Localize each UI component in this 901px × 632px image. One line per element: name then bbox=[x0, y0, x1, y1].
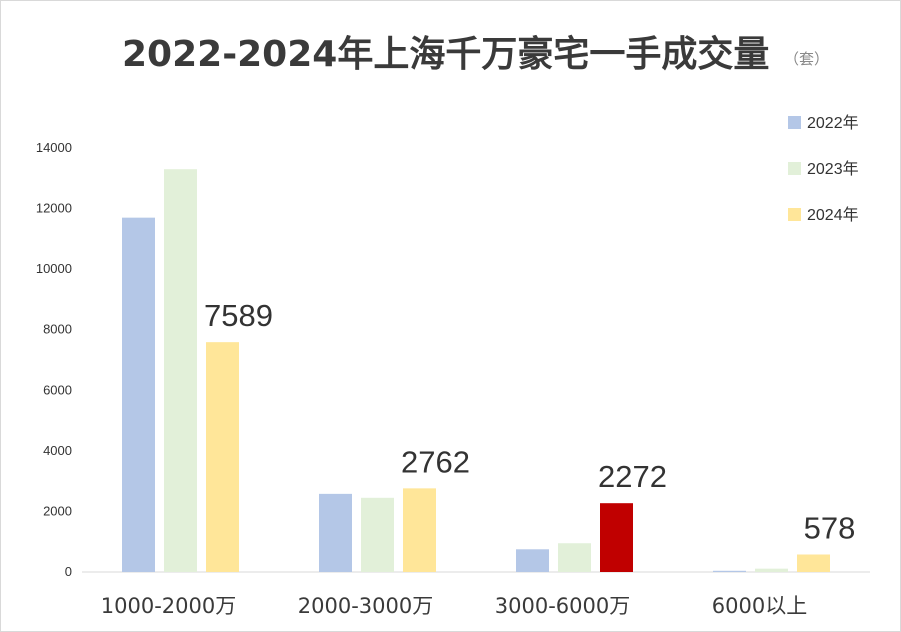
x-tick-label: 3000-6000万 bbox=[495, 594, 630, 618]
bar-2-3 bbox=[558, 543, 591, 572]
chart-title: 2022-2024年上海千万豪宅一手成交量 bbox=[122, 33, 769, 75]
y-tick-label: 10000 bbox=[36, 261, 72, 276]
legend-label: 2023年 bbox=[807, 160, 859, 178]
y-axis: 0 2000 4000 6000 8000 10000 12000 14000 bbox=[36, 140, 72, 579]
x-tick-label: 6000以上 bbox=[712, 594, 807, 618]
legend-swatch bbox=[788, 116, 801, 129]
data-label: 7589 bbox=[204, 298, 273, 333]
y-tick-label: 14000 bbox=[36, 140, 72, 155]
bar-1-1 bbox=[122, 217, 155, 572]
x-tick-label: 2000-3000万 bbox=[298, 594, 433, 618]
data-label: 2762 bbox=[401, 444, 470, 479]
bar-1-3 bbox=[516, 549, 549, 572]
x-axis: 1000-2000万 2000-3000万 3000-6000万 6000以上 bbox=[101, 594, 807, 618]
bar-3-4 bbox=[797, 554, 830, 572]
data-label: 2272 bbox=[598, 459, 667, 494]
data-labels-group: 7589 2762 2272 578 bbox=[204, 298, 855, 545]
legend-label: 2024年 bbox=[807, 206, 859, 224]
chart-title-unit: （套） bbox=[784, 50, 829, 68]
y-tick-label: 2000 bbox=[43, 503, 72, 518]
y-tick-label: 0 bbox=[65, 564, 72, 579]
bar-2-2 bbox=[361, 497, 394, 572]
data-label: 578 bbox=[804, 510, 856, 545]
y-tick-label: 6000 bbox=[43, 382, 72, 397]
y-tick-label: 12000 bbox=[36, 201, 72, 216]
bar-3-1 bbox=[206, 342, 239, 572]
bar-1-4 bbox=[713, 570, 746, 572]
legend-label: 2022年 bbox=[807, 114, 859, 132]
bar-2-1 bbox=[164, 169, 197, 572]
y-tick-label: 8000 bbox=[43, 322, 72, 337]
bar-1-2 bbox=[319, 493, 352, 572]
legend-swatch bbox=[788, 162, 801, 175]
legend-swatch bbox=[788, 208, 801, 221]
bar-3-2 bbox=[403, 488, 436, 572]
legend: 2022年 2023年 2024年 bbox=[788, 114, 859, 224]
bar-2-4 bbox=[755, 568, 788, 572]
y-tick-label: 4000 bbox=[43, 443, 72, 458]
bar-3-3 bbox=[600, 503, 633, 572]
x-tick-label: 1000-2000万 bbox=[101, 594, 236, 618]
bars-group bbox=[122, 169, 830, 572]
